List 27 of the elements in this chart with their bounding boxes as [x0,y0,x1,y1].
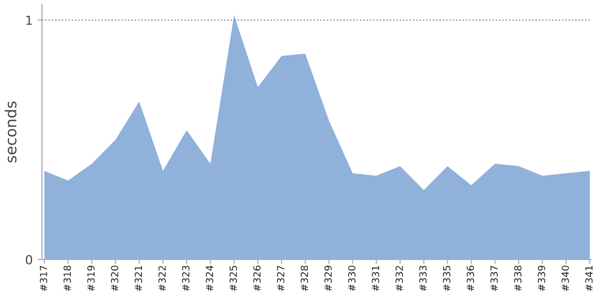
x-tick-label: #336 [466,266,474,292]
x-tick-label: #330 [348,266,356,292]
x-tick-label: #339 [538,266,546,292]
x-tick-label: #340 [562,266,569,292]
x-tick-label: #328 [300,266,308,292]
x-tick-label: #341 [585,266,593,292]
x-tick-label: #320 [110,266,118,292]
x-tick-label: #329 [324,266,332,292]
x-tick-label: #332 [396,266,403,292]
x-tick-label: #337 [490,266,498,292]
x-tick-label: #317 [40,266,48,292]
x-tick-label: #335 [442,266,450,292]
x-tick-label: #322 [158,266,166,292]
x-tick-label: #326 [253,266,261,292]
x-tick-label: #324 [206,266,214,292]
x-tick-label: #338 [514,266,522,292]
y-tick-label: 1 [26,16,32,25]
x-tick-label: #331 [372,266,380,292]
x-tick-label: #325 [230,266,237,292]
y-tick-label: 0 [26,254,32,264]
x-tick-label: #319 [87,266,95,292]
y-axis-title: seconds [4,102,17,162]
x-tick-label: #327 [276,266,284,292]
x-tick-label: #333 [419,266,427,292]
x-tick-label: #323 [182,266,190,292]
x-tick-label: #321 [134,266,142,292]
x-tick-label: #318 [64,266,71,292]
